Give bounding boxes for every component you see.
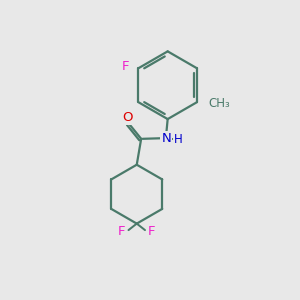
Text: F: F [122,60,129,73]
Text: H: H [174,133,183,146]
Text: N: N [161,132,171,145]
Text: CH₃: CH₃ [208,97,230,110]
Text: O: O [122,110,133,124]
Text: F: F [118,225,126,239]
Text: F: F [148,225,155,239]
